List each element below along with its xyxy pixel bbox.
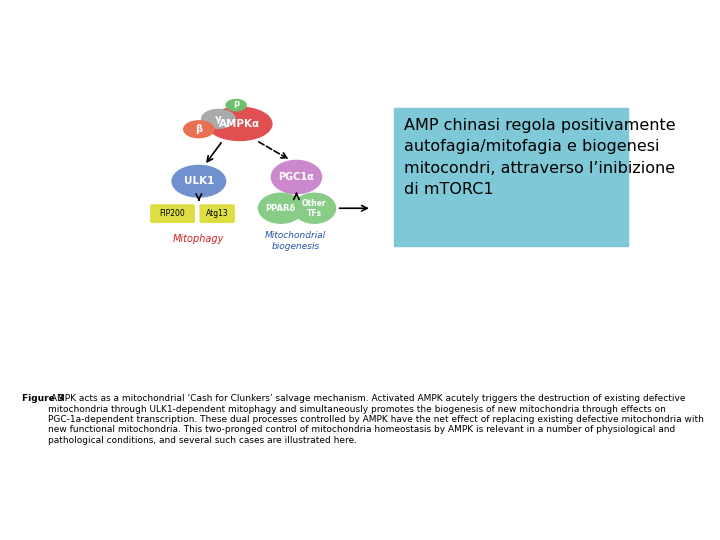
Text: Atg13: Atg13 — [206, 209, 228, 218]
Ellipse shape — [271, 160, 322, 194]
Ellipse shape — [184, 121, 214, 138]
Text: PPARδ: PPARδ — [266, 204, 296, 213]
Ellipse shape — [172, 165, 225, 197]
Text: FIP200: FIP200 — [160, 209, 186, 218]
Text: PGC1α: PGC1α — [279, 172, 315, 182]
Text: Mitochondrial
biogenesis: Mitochondrial biogenesis — [265, 231, 326, 251]
Ellipse shape — [207, 107, 272, 140]
Text: Other
TFs: Other TFs — [302, 199, 327, 218]
Ellipse shape — [202, 110, 235, 128]
FancyBboxPatch shape — [150, 205, 194, 222]
Text: P: P — [233, 100, 239, 110]
Text: β: β — [195, 124, 202, 134]
Text: AMP chinasi regola positivamente
autofagia/mitofagia e biogenesi
mitocondri, att: AMP chinasi regola positivamente autofag… — [404, 118, 676, 198]
FancyBboxPatch shape — [200, 205, 234, 222]
Text: Mitophagy: Mitophagy — [173, 234, 225, 244]
Ellipse shape — [258, 193, 303, 223]
Text: AMPKα: AMPKα — [219, 119, 260, 129]
Ellipse shape — [293, 193, 336, 223]
Text: ULK1: ULK1 — [184, 176, 214, 186]
Ellipse shape — [226, 99, 246, 111]
Text: Figure 3: Figure 3 — [22, 394, 64, 403]
Text: AMPK acts as a mitochondrial ‘Cash for Clunkers’ salvage mechanism. Activated AM: AMPK acts as a mitochondrial ‘Cash for C… — [48, 394, 703, 445]
Text: γ: γ — [215, 114, 222, 124]
FancyBboxPatch shape — [394, 109, 629, 246]
